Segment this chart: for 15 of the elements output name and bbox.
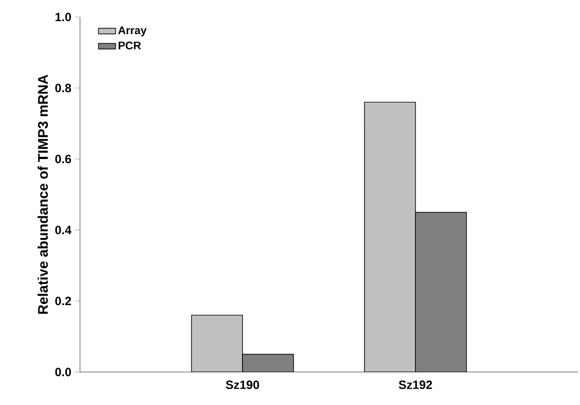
y-axis-title: Relative abundance of TIMP3 mRNA xyxy=(38,74,48,314)
y-tick-label: 0.0 xyxy=(55,368,71,376)
y-tick-label: 1.0 xyxy=(56,12,71,22)
x-tick-label: Sz190 xyxy=(226,380,260,390)
y-tick-label: 0.8 xyxy=(55,84,72,92)
bar xyxy=(242,354,294,372)
legend-label: Array xyxy=(118,26,147,36)
bar xyxy=(364,102,416,372)
legend-label: PCR xyxy=(118,42,141,50)
x-tick-label: Sz192 xyxy=(398,380,432,390)
y-tick-label: 0.6 xyxy=(55,154,72,164)
y-tick-label: 0.2 xyxy=(55,296,71,306)
y-tick-label: 0.4 xyxy=(55,226,72,234)
bar xyxy=(415,212,467,372)
bar xyxy=(191,314,243,372)
